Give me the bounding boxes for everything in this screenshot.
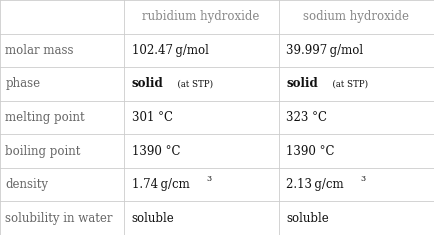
Text: boiling point: boiling point	[5, 145, 81, 158]
Text: 102.47 g/mol: 102.47 g/mol	[132, 44, 208, 57]
Text: (at STP): (at STP)	[327, 79, 368, 88]
Text: 323 °C: 323 °C	[286, 111, 327, 124]
Text: sodium hydroxide: sodium hydroxide	[303, 10, 409, 23]
Text: rubidium hydroxide: rubidium hydroxide	[142, 10, 260, 23]
Text: melting point: melting point	[5, 111, 85, 124]
Text: density: density	[5, 178, 48, 191]
Text: 3: 3	[361, 175, 366, 183]
Text: molar mass: molar mass	[5, 44, 74, 57]
Text: 1390 °C: 1390 °C	[286, 145, 335, 158]
Text: 39.997 g/mol: 39.997 g/mol	[286, 44, 364, 57]
Text: soluble: soluble	[132, 212, 174, 225]
Text: (at STP): (at STP)	[172, 79, 214, 88]
Text: 1390 °C: 1390 °C	[132, 145, 180, 158]
Text: solubility in water: solubility in water	[5, 212, 113, 225]
Text: 2.13 g/cm: 2.13 g/cm	[286, 178, 344, 191]
Text: solid: solid	[286, 77, 318, 90]
Text: soluble: soluble	[286, 212, 329, 225]
Text: 301 °C: 301 °C	[132, 111, 172, 124]
Text: solid: solid	[132, 77, 163, 90]
Text: phase: phase	[5, 77, 40, 90]
Text: 1.74 g/cm: 1.74 g/cm	[132, 178, 189, 191]
Text: 3: 3	[206, 175, 211, 183]
